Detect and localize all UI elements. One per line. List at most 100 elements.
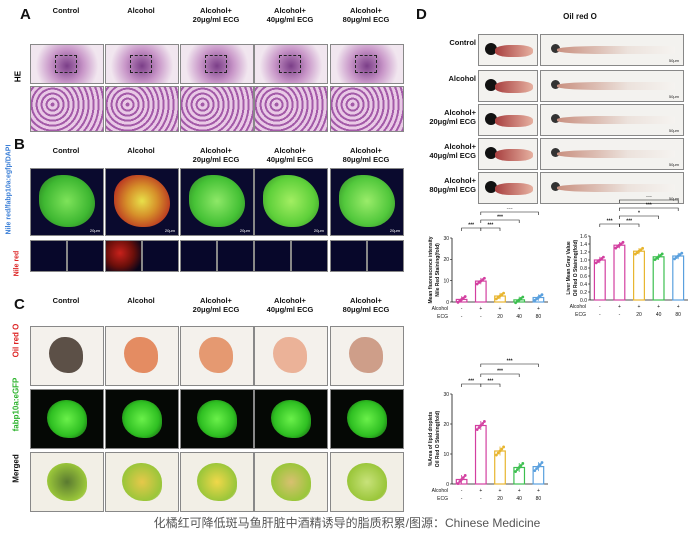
nile-red-image [217, 240, 254, 272]
alcohol-value: + [518, 306, 521, 312]
panel-d-row-label-4: Alcohol+ 80μg/ml ECG [429, 176, 476, 194]
panel-b-header-2: Alcohol+ 20μg/ml ECG [192, 146, 240, 164]
row-label-alcohol: Alcohol [570, 304, 586, 310]
panel-d-title: Oil red O [563, 12, 597, 21]
data-point [540, 461, 544, 464]
he-overview-image [254, 44, 328, 84]
significance-marker: *** [507, 208, 513, 213]
data-point [516, 468, 519, 471]
ecg-value: 80 [536, 496, 542, 502]
row-label-ecg: ECG [437, 496, 448, 502]
alcohol-value: + [499, 488, 502, 494]
gfp-image [254, 389, 328, 449]
significance-bracket [619, 207, 679, 211]
panel-b-header-0: Control [52, 146, 80, 155]
significance-marker: *** [646, 203, 652, 209]
fish-head-image [478, 172, 538, 204]
data-point [483, 276, 486, 280]
data-point [641, 246, 644, 250]
data-point [660, 252, 664, 256]
fish-eye [551, 148, 560, 157]
row-label-alcohol: Alcohol [432, 306, 448, 312]
he-zoom-image [105, 86, 179, 132]
y-axis-label: Oil Red O Staining(fold) [573, 239, 579, 296]
gfp-image [30, 389, 104, 449]
scale-bar: 50μm [668, 58, 679, 63]
panel-d-row-label-3: Alcohol+ 40μg/ml ECG [429, 142, 476, 160]
fish-eye [551, 114, 560, 123]
data-point [498, 449, 502, 453]
panel-b-row-label-bottom: Nile red [13, 250, 21, 277]
fish-body [557, 184, 675, 192]
data-point [538, 463, 542, 466]
confocal-merged-image: 20μm [330, 168, 404, 236]
stain-region [124, 337, 158, 373]
merged-liver [122, 463, 162, 501]
y-tick-label: 1.4 [580, 242, 587, 248]
fish-body [495, 183, 533, 195]
fish-body [495, 45, 533, 57]
gfp-liver [47, 400, 87, 438]
fish-whole-image: 50μm [540, 138, 684, 170]
fish-whole-image: 50μm [540, 172, 684, 204]
liver-region [189, 175, 245, 227]
data-point [502, 291, 505, 295]
y-axis-label: Mean fluorescence intensity [428, 236, 434, 303]
bar-20 [633, 250, 645, 301]
stain-region [273, 337, 307, 373]
alcohol-value: + [499, 306, 502, 312]
data-point [463, 474, 467, 477]
data-point [519, 464, 523, 467]
fish-body [495, 149, 533, 161]
significance-bracket [480, 211, 539, 215]
fish-eye [485, 113, 497, 125]
liver-region [263, 175, 319, 227]
y-axis-label: %Area of lipid droplets [428, 412, 434, 467]
alcohol-value: + [479, 488, 482, 494]
significance-bracket [480, 227, 501, 231]
nile-red-image [330, 240, 367, 272]
merged-liver [271, 463, 311, 501]
significance-bracket [480, 373, 520, 377]
panel-c-header-4: Alcohol+ 80μg/ml ECG [342, 296, 390, 314]
zoom-box [279, 55, 301, 73]
nile-red-image [254, 240, 291, 272]
fish-body [557, 82, 675, 90]
merged-image [254, 452, 328, 512]
zoom-box [355, 55, 377, 73]
panel-a-header-0: Control [52, 6, 80, 15]
merged-image [105, 452, 179, 512]
data-point [495, 453, 498, 457]
stain-region [349, 337, 383, 373]
figure-caption: 化橘红可降低斑马鱼肝脏中酒精诱导的脂质积累/图源：Chinese Medicin… [153, 516, 541, 530]
panel-a-header-3: Alcohol+ 40μg/ml ECG [266, 6, 314, 24]
significance-marker: *** [646, 196, 652, 201]
fish-eye [551, 80, 560, 89]
panel-a-row-label: HE [13, 70, 23, 83]
alcohol-value: - [599, 304, 601, 310]
y-tick-label: 1.6 [580, 234, 587, 240]
gfp-liver [271, 400, 311, 438]
nile-red-image [142, 240, 179, 272]
merged-image [30, 452, 104, 512]
alcohol-value: + [537, 488, 540, 494]
y-tick-label: 0.8 [580, 266, 587, 272]
significance-marker: *** [487, 379, 493, 385]
ecg-value: - [480, 314, 482, 320]
scale-bar: 50μm [668, 128, 679, 133]
stain-region [199, 337, 233, 373]
confocal-merged-image: 20μm [254, 168, 328, 236]
fish-head-image [478, 34, 538, 66]
ecg-value: - [461, 496, 463, 502]
bar-40 [652, 256, 665, 301]
alcohol-value: + [618, 304, 621, 310]
data-point [463, 295, 467, 298]
confocal-merged-image: 20μm [30, 168, 104, 236]
data-point [533, 469, 537, 473]
nile-red-image [30, 240, 67, 272]
panel-b-header-1: Alcohol [127, 146, 155, 155]
y-tick-label: 20 [443, 422, 449, 428]
nile-red-image [67, 240, 104, 272]
y-tick-label: 30 [443, 236, 449, 242]
y-tick-label: 30 [443, 392, 449, 398]
